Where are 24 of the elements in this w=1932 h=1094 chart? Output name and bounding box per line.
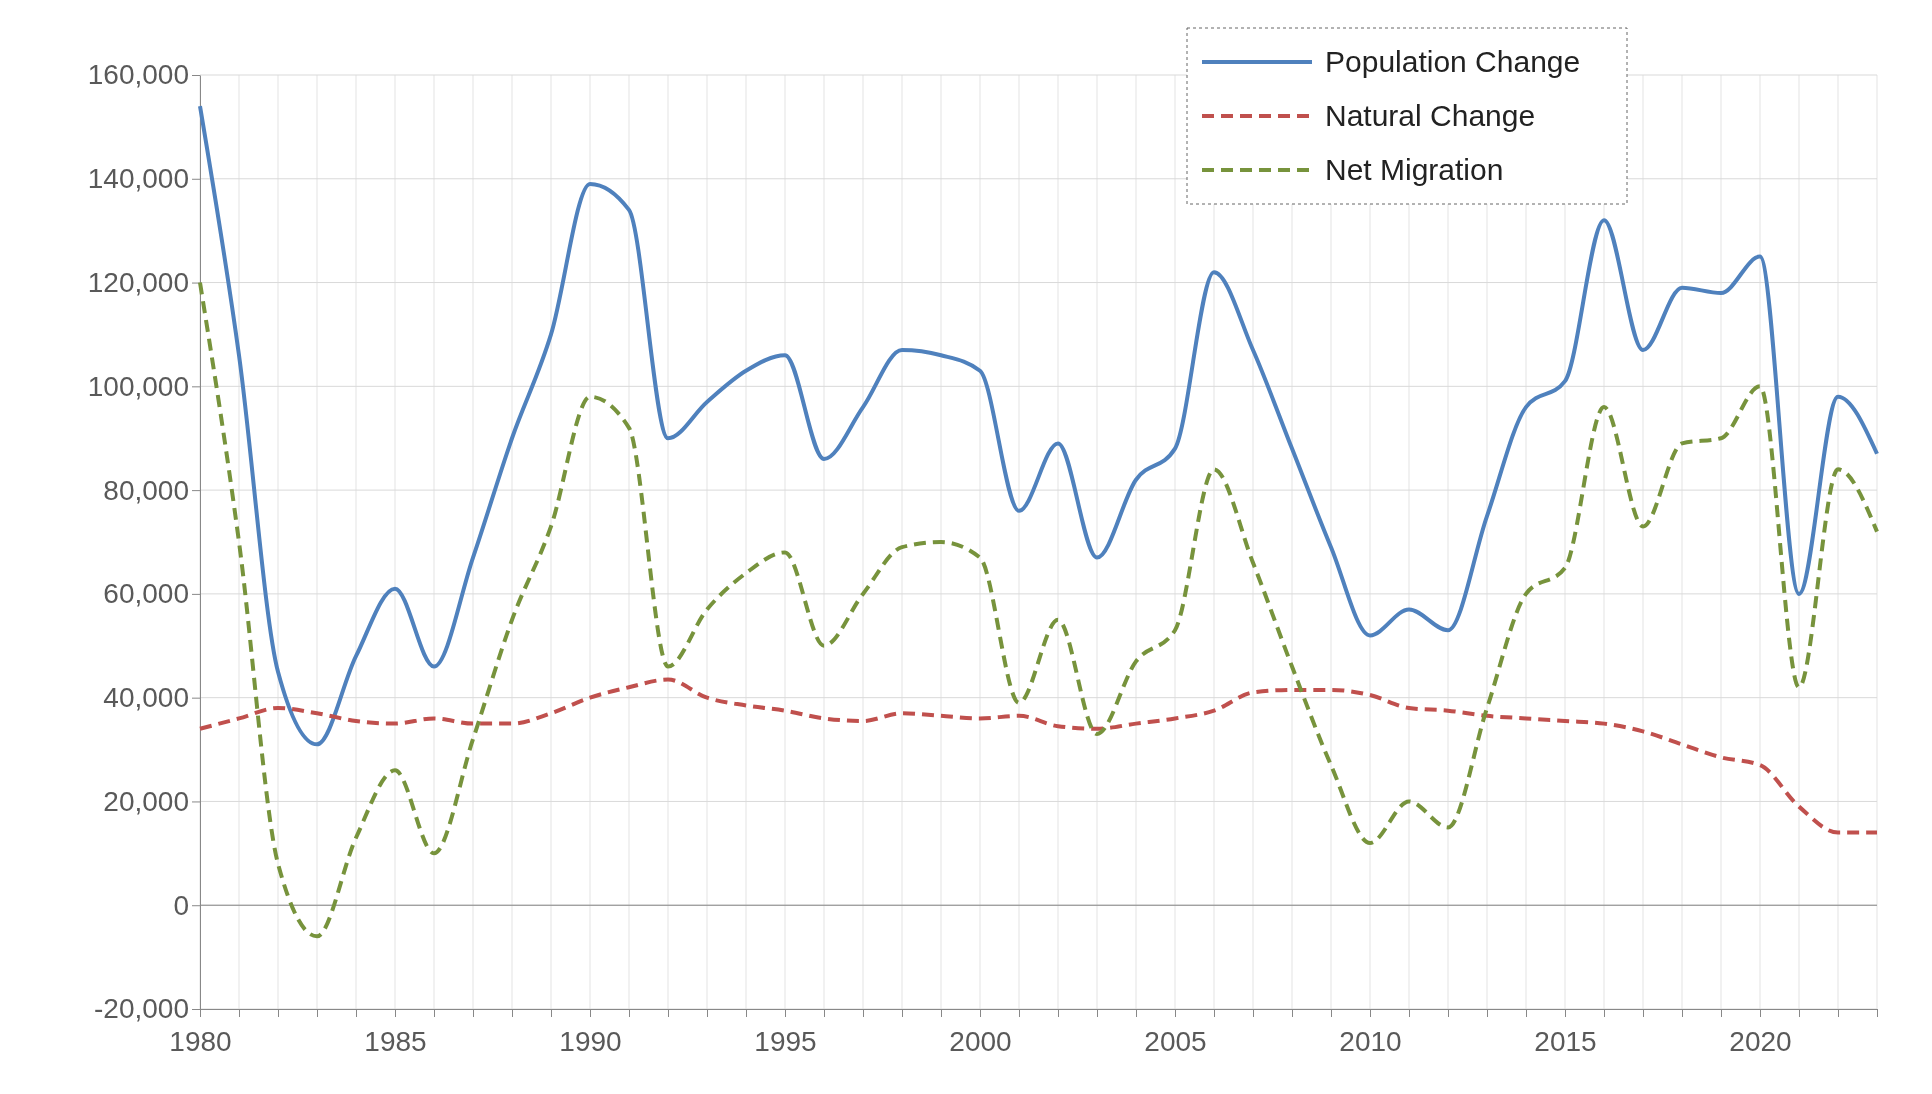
y-tick-label: 140,000 [87,163,189,195]
legend-label: Net Migration [1325,153,1504,186]
x-tick-label: 2020 [1729,1025,1792,1057]
y-tick-label: -20,000 [94,993,189,1025]
y-tick-label: 40,000 [103,682,189,714]
line-series [198,677,1879,835]
x-tick-label: 2015 [1534,1025,1597,1057]
line-series [198,104,1879,747]
legend-label: Population Change [1325,45,1581,78]
y-tick-label: 60,000 [103,578,189,610]
y-tick-label: 120,000 [87,267,189,299]
y-tick-label: 160,000 [87,59,189,91]
x-tick-label: 1985 [364,1025,427,1057]
x-tick-label: 1980 [169,1025,232,1057]
x-tick-label: 1990 [559,1025,622,1057]
x-tick-label: 2000 [949,1025,1012,1057]
y-tick-label: 80,000 [103,474,189,506]
y-tick-label: 0 [173,889,189,921]
y-tick-label: 100,000 [87,370,189,402]
legend-label: Natural Change [1325,99,1536,132]
x-tick-label: 1995 [754,1025,817,1057]
y-tick-label: 20,000 [103,785,189,817]
x-tick-label: 2005 [1144,1025,1207,1057]
x-tick-label: 2010 [1339,1025,1402,1057]
